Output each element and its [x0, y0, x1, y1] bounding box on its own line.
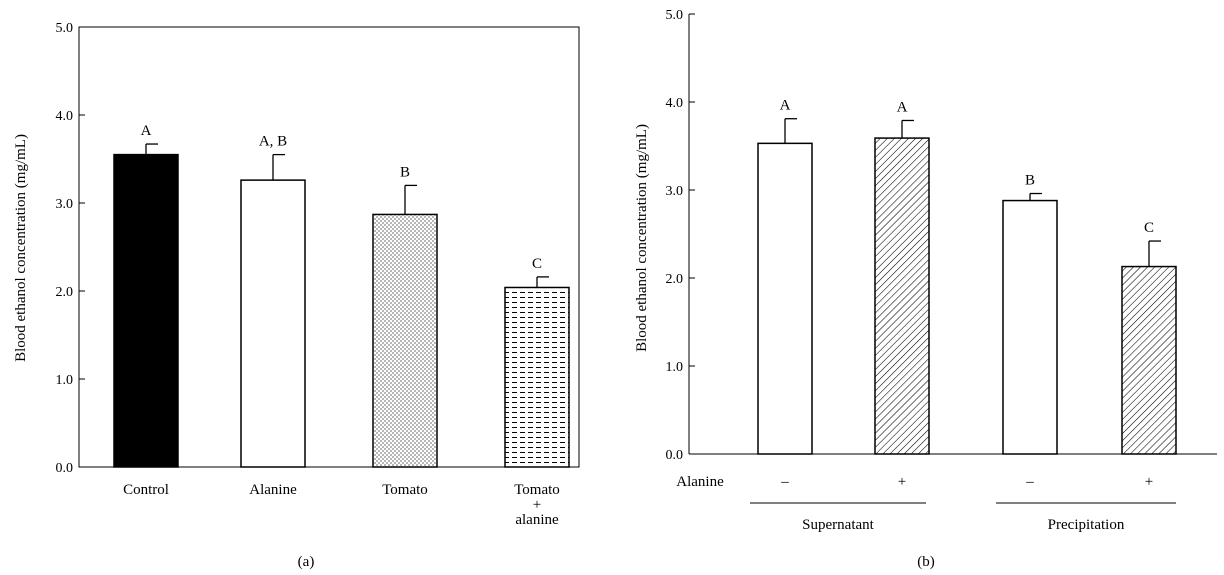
- significance-label: B: [400, 164, 410, 180]
- bar: [240, 179, 306, 468]
- y-tick-label: 2.0: [666, 272, 684, 287]
- x-category-label: +: [533, 497, 541, 513]
- y-tick-label: 3.0: [56, 197, 74, 212]
- significance-label: C: [532, 256, 542, 272]
- x-category-label: Tomato: [514, 482, 560, 498]
- bar: [504, 286, 570, 468]
- y-tick-label: 0.0: [56, 461, 74, 476]
- bar: [757, 142, 813, 455]
- chart-panel-b: 0.0 1.0 2.0 3.0 4.0 5.0 A A B C – + – + Supernatant Pre…: [634, 8, 1217, 570]
- alanine-sign-label: –: [1025, 474, 1034, 490]
- alanine-row-label: Alanine: [676, 474, 724, 490]
- y-tick-label: 0.0: [666, 448, 684, 463]
- panel-label-b: (b): [917, 554, 935, 570]
- significance-label: A: [780, 98, 791, 114]
- alanine-sign-label: +: [1145, 474, 1153, 490]
- bar: [113, 153, 179, 468]
- bar: [874, 137, 930, 455]
- bar: [1002, 199, 1058, 455]
- x-category-label: Tomato: [382, 482, 428, 498]
- significance-label: A, B: [259, 134, 287, 150]
- alanine-sign-label: –: [780, 474, 789, 490]
- significance-label: A: [141, 123, 152, 139]
- y-axis-title-a: Blood ethanol concentration (mg/mL): [13, 134, 29, 362]
- y-tick-label: 1.0: [666, 360, 684, 375]
- bar: [1121, 265, 1177, 455]
- y-tick-label: 5.0: [56, 21, 74, 36]
- y-tick-label: 1.0: [56, 373, 74, 388]
- significance-label: C: [1144, 220, 1154, 236]
- y-axis-title-b: Blood ethanol concentration (mg/mL): [634, 124, 650, 352]
- y-tick-label: 4.0: [666, 96, 684, 111]
- x-category-label: alanine: [515, 512, 559, 528]
- alanine-sign-label: +: [898, 474, 906, 490]
- y-tick-label: 2.0: [56, 285, 74, 300]
- x-category-label: Alanine: [249, 482, 297, 498]
- group-label: Supernatant: [802, 517, 874, 533]
- significance-label: B: [1025, 173, 1035, 189]
- bar: [372, 213, 438, 468]
- group-label: Precipitation: [1048, 517, 1125, 533]
- y-tick-label: 3.0: [666, 184, 684, 199]
- plot-frame: [78, 26, 580, 468]
- chart-panel-a: 0.0 1.0 2.0 3.0 4.0 5.0 A A, B B C Control Alanine T…: [13, 21, 580, 570]
- x-category-label: Control: [123, 482, 169, 498]
- significance-label: A: [897, 99, 908, 115]
- y-tick-label: 4.0: [56, 109, 74, 124]
- panel-label-a: (a): [298, 554, 315, 570]
- y-tick-label: 5.0: [666, 8, 684, 23]
